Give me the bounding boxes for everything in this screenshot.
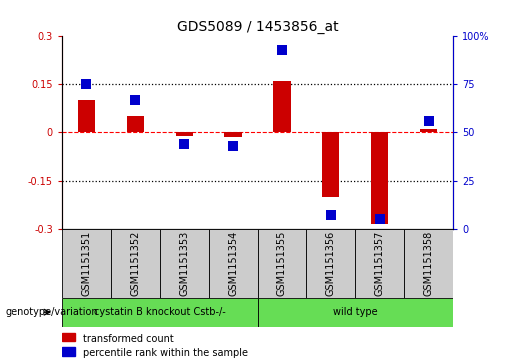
Bar [62,229,111,298]
Bar [306,229,355,298]
Point [278,47,286,53]
Point [180,141,188,147]
Point [424,118,433,124]
Bar [62,347,76,356]
Text: GSM1151352: GSM1151352 [130,231,140,296]
Text: percentile rank within the sample: percentile rank within the sample [83,348,248,359]
Bar [355,229,404,298]
Bar [420,129,437,132]
Bar [371,132,388,224]
Point [375,216,384,222]
Text: GSM1151358: GSM1151358 [424,231,434,296]
Text: GSM1151357: GSM1151357 [375,231,385,296]
Text: GSM1151351: GSM1151351 [81,231,91,296]
Text: transformed count: transformed count [83,334,174,344]
Text: GSM1151356: GSM1151356 [326,231,336,296]
Bar [322,132,339,197]
Bar [111,229,160,298]
Bar [258,229,306,298]
Text: GSM1151354: GSM1151354 [228,231,238,296]
Text: cystatin B knockout Cstb-/-: cystatin B knockout Cstb-/- [94,307,226,317]
Bar [225,132,242,137]
Bar [62,333,76,341]
Bar [258,298,453,327]
Title: GDS5089 / 1453856_at: GDS5089 / 1453856_at [177,20,338,34]
Text: wild type: wild type [333,307,377,317]
Bar [404,229,453,298]
Text: GSM1151355: GSM1151355 [277,231,287,296]
Point [327,212,335,218]
Bar [78,101,95,132]
Point [82,82,91,87]
Bar [273,81,290,132]
Bar [160,229,209,298]
Bar [176,132,193,136]
Text: GSM1151353: GSM1151353 [179,231,189,296]
Point [131,97,139,103]
Bar [127,117,144,132]
Text: genotype/variation: genotype/variation [5,307,98,317]
Bar [209,229,258,298]
Bar [62,298,258,327]
Point [229,143,237,149]
